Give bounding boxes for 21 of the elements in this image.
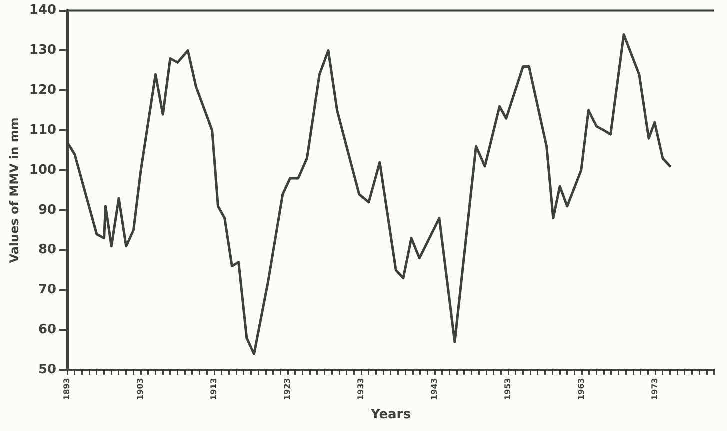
x-tick-label: 1903 bbox=[136, 378, 146, 400]
y-tick-label: 100 bbox=[29, 162, 57, 178]
y-tick-label: 90 bbox=[38, 202, 57, 218]
y-axis-title: Values of MMV in mm bbox=[7, 118, 22, 264]
y-tick-label: 50 bbox=[38, 362, 57, 378]
x-tick-label: 1923 bbox=[283, 378, 292, 400]
y-tick-label: 130 bbox=[29, 43, 57, 58]
x-axis-title: Years bbox=[370, 408, 412, 423]
y-tick-label: 120 bbox=[29, 83, 57, 98]
x-tick-label: 1963 bbox=[577, 378, 586, 400]
y-tick-label: 140 bbox=[29, 3, 57, 18]
x-tick-label: 1893 bbox=[62, 378, 72, 400]
y-tick-label: 60 bbox=[38, 322, 57, 338]
x-tick-label: 1953 bbox=[504, 378, 513, 400]
x-tick-label: 1943 bbox=[430, 378, 440, 400]
x-tick-label: 1933 bbox=[356, 378, 366, 400]
x-tick-label: 1913 bbox=[210, 378, 219, 400]
y-tick-label: 70 bbox=[38, 282, 57, 298]
y-tick-label: 80 bbox=[38, 242, 57, 258]
y-tick-label: 110 bbox=[29, 122, 57, 138]
x-tick-label: 1973 bbox=[650, 378, 660, 400]
